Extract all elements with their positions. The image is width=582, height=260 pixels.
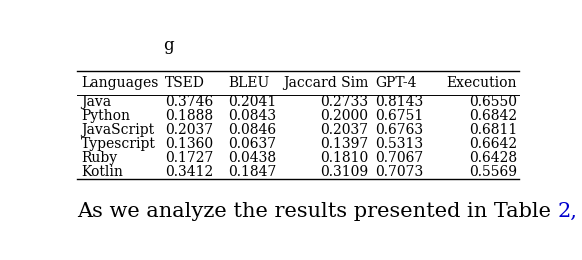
Text: Jaccard Sim: Jaccard Sim: [283, 76, 368, 90]
Text: JavaScript: JavaScript: [81, 123, 154, 137]
Text: GPT-4: GPT-4: [375, 76, 417, 90]
Text: 0.1397: 0.1397: [320, 137, 368, 151]
Text: 0.2733: 0.2733: [320, 95, 368, 109]
Text: 0.6751: 0.6751: [375, 109, 424, 123]
Text: 0.8143: 0.8143: [375, 95, 424, 109]
Text: Typescript: Typescript: [81, 137, 156, 151]
Text: 0.6763: 0.6763: [375, 123, 424, 137]
Text: 0.2037: 0.2037: [320, 123, 368, 137]
Text: 0.2000: 0.2000: [320, 109, 368, 123]
Text: 0.1360: 0.1360: [165, 137, 213, 151]
Text: 0.7067: 0.7067: [375, 151, 424, 165]
Text: 0.1810: 0.1810: [320, 151, 368, 165]
Text: 0.7073: 0.7073: [375, 165, 424, 179]
Text: 0.0637: 0.0637: [228, 137, 276, 151]
Text: 0.1847: 0.1847: [228, 165, 276, 179]
Text: 0.0843: 0.0843: [228, 109, 276, 123]
Text: As we analyze the results presented in Table: As we analyze the results presented in T…: [77, 202, 558, 221]
Text: Java: Java: [81, 95, 111, 109]
Text: 0.5569: 0.5569: [469, 165, 517, 179]
Text: 0.0846: 0.0846: [228, 123, 276, 137]
Text: Languages: Languages: [81, 76, 158, 90]
Text: BLEU: BLEU: [228, 76, 269, 90]
Text: 0.6428: 0.6428: [469, 151, 517, 165]
Text: Ruby: Ruby: [81, 151, 117, 165]
Text: Kotlin: Kotlin: [81, 165, 123, 179]
Text: 0.0438: 0.0438: [228, 151, 276, 165]
Text: Python: Python: [81, 109, 130, 123]
Text: 0.5313: 0.5313: [375, 137, 424, 151]
Text: 0.3746: 0.3746: [165, 95, 214, 109]
Text: 0.6642: 0.6642: [469, 137, 517, 151]
Text: 0.6842: 0.6842: [469, 109, 517, 123]
Text: 0.6550: 0.6550: [469, 95, 517, 109]
Text: 0.1727: 0.1727: [165, 151, 214, 165]
Text: 0.3109: 0.3109: [320, 165, 368, 179]
Text: 0.6811: 0.6811: [469, 123, 517, 137]
Text: g: g: [163, 37, 173, 54]
Text: 0.2037: 0.2037: [165, 123, 213, 137]
Text: 0.2041: 0.2041: [228, 95, 276, 109]
Text: 2,: 2,: [558, 202, 578, 221]
Text: 0.1888: 0.1888: [165, 109, 213, 123]
Text: 0.3412: 0.3412: [165, 165, 214, 179]
Text: Execution: Execution: [446, 76, 517, 90]
Text: TSED: TSED: [165, 76, 205, 90]
